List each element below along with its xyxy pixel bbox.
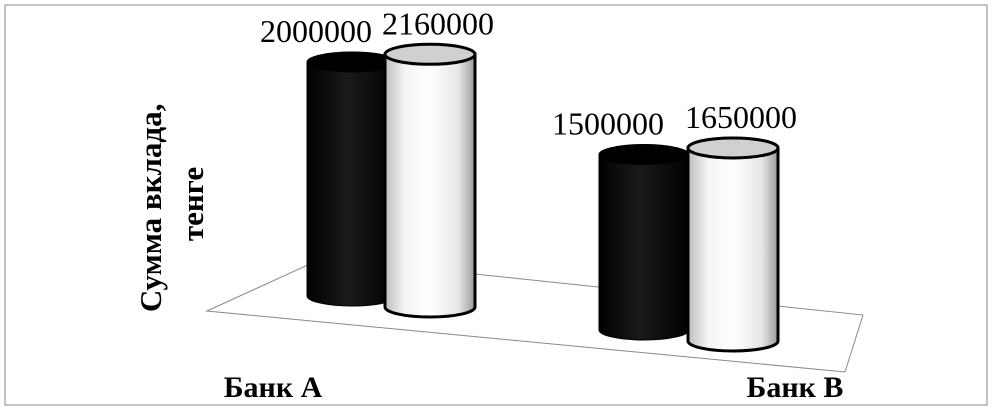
data-label-bank-a-series-1: 2000000 xyxy=(260,13,372,49)
bar-body xyxy=(383,52,477,319)
category-label-bank-a: Банк А xyxy=(224,371,323,404)
bar-bank-a-series-1 xyxy=(306,51,398,307)
floor-plane xyxy=(205,257,864,373)
bar-top xyxy=(598,144,690,165)
bars-layer xyxy=(306,42,780,353)
data-label-bank-b-series-2: 1650000 xyxy=(685,99,797,135)
bar-bank-b-series-1 xyxy=(598,144,690,341)
chart-border xyxy=(4,4,988,406)
y-axis-title: Сумма вклада, тенге xyxy=(133,96,210,312)
bar-bank-b-series-2 xyxy=(686,136,780,353)
bar-body xyxy=(686,146,780,353)
bar-top xyxy=(686,136,780,160)
data-label-bank-a-series-2: 2160000 xyxy=(382,5,494,41)
bar-top xyxy=(383,42,477,66)
category-label-bank-b: Банк В xyxy=(747,371,844,404)
y-axis-title-line-2: тенге xyxy=(175,167,210,241)
y-axis-title-line-1: Сумма вклада, xyxy=(133,104,168,312)
data-label-bank-b-series-1: 1500000 xyxy=(552,106,664,142)
bar-body xyxy=(598,154,690,341)
bar-bank-a-series-2 xyxy=(383,42,477,319)
